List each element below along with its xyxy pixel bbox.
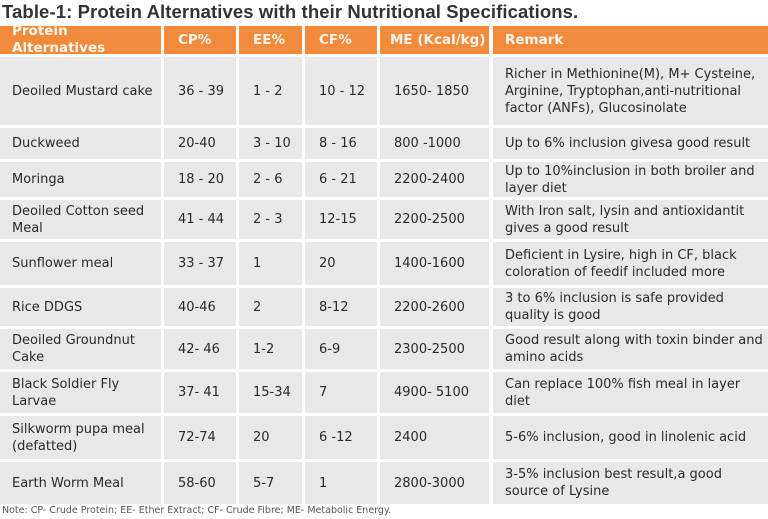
cell-remark: Deficient in Lysire, high in CF, black c… [493,242,768,285]
cell-ee: 20 [239,416,302,459]
cell-me: 2400 [380,416,489,459]
cell-cf: 12-15 [305,200,377,239]
cell-me: 2300-2500 [380,329,489,369]
cell-cp: 58-60 [164,462,236,504]
cell-cf: 20 [305,242,377,285]
cell-ee: 2 - 6 [239,162,302,197]
cell-ee: 15-34 [239,372,302,413]
cell-cf: 6 - 21 [305,162,377,197]
table-row: Deoiled Groundnut Cake 42- 46 1-2 6-9 23… [0,329,768,369]
cell-name: Duckweed [0,128,161,159]
table-row: Black Soldier Fly Larvae 37- 41 15-34 7 … [0,372,768,413]
table-row: Silkworm pupa meal (defatted) 72-74 20 6… [0,416,768,459]
cell-cp: 37- 41 [164,372,236,413]
header-protein-alternatives: Protein Alternatives [0,23,161,56]
cell-ee: 1-2 [239,329,302,369]
cell-cp: 33 - 37 [164,242,236,285]
cell-cf: 8-12 [305,288,377,326]
cell-cf: 10 - 12 [305,57,377,125]
cell-remark: Can replace 100% fish meal in layer diet [493,372,768,413]
table-row: Deoiled Mustard cake 36 - 39 1 - 2 10 - … [0,57,768,125]
cell-cp: 20-40 [164,128,236,159]
cell-remark: Richer in Methionine(M), M+ Cysteine, Ar… [493,57,768,125]
cell-cf: 6-9 [305,329,377,369]
table-title: Table-1: Protein Alternatives with their… [2,1,579,22]
cell-cp: 72-74 [164,416,236,459]
table-row: Sunflower meal 33 - 37 1 20 1400-1600 De… [0,242,768,285]
cell-me: 800 -1000 [380,128,489,159]
cell-name: Rice DDGS [0,288,161,326]
cell-me: 1400-1600 [380,242,489,285]
cell-ee: 2 [239,288,302,326]
table-row: Moringa 18 - 20 2 - 6 6 - 21 2200-2400 U… [0,162,768,197]
cell-me: 2200-2500 [380,200,489,239]
cell-ee: 1 [239,242,302,285]
header-remark: Remark [493,26,768,54]
cell-cp: 40-46 [164,288,236,326]
cell-cp: 18 - 20 [164,162,236,197]
cell-name: Moringa [0,162,161,197]
cell-cp: 36 - 39 [164,57,236,125]
header-cf: CF% [305,26,377,54]
header-ee: EE% [239,26,302,54]
cell-me: 2800-3000 [380,462,489,504]
cell-name: Sunflower meal [0,242,161,285]
cell-me: 4900- 5100 [380,372,489,413]
table-row: Duckweed 20-40 3 - 10 8 - 16 800 -1000 U… [0,128,768,159]
cell-cf: 7 [305,372,377,413]
table-row: Earth Worm Meal 58-60 5-7 1 2800-3000 3-… [0,462,768,504]
cell-me: 1650- 1850 [380,57,489,125]
cell-remark: Good result along with toxin binder and … [493,329,768,369]
cell-remark: 3-5% inclusion best result,a good source… [493,462,768,504]
cell-remark: 5-6% inclusion, good in linolenic acid [493,416,768,459]
cell-remark: 3 to 6% inclusion is safe provided quali… [493,288,768,326]
cell-name: Silkworm pupa meal (defatted) [0,416,161,459]
cell-cp: 42- 46 [164,329,236,369]
table-row: Rice DDGS 40-46 2 8-12 2200-2600 3 to 6%… [0,288,768,326]
cell-remark: With Iron salt, lysin and antioxidantit … [493,200,768,239]
table-header-row: Protein Alternatives CP% EE% CF% ME (Kca… [0,23,768,56]
cell-name: Black Soldier Fly Larvae [0,372,161,413]
cell-me: 2200-2600 [380,288,489,326]
cell-cf: 8 - 16 [305,128,377,159]
table-row: Deoiled Cotton seed Meal 41 - 44 2 - 3 1… [0,200,768,239]
header-cp: CP% [164,26,236,54]
table-footnote: Note: CP- Crude Protein; EE- Ether Extra… [2,505,392,516]
cell-remark: Up to 6% inclusion givesa good result [493,128,768,159]
cell-cp: 41 - 44 [164,200,236,239]
cell-cf: 1 [305,462,377,504]
cell-name: Deoiled Groundnut Cake [0,329,161,369]
cell-me: 2200-2400 [380,162,489,197]
cell-ee: 3 - 10 [239,128,302,159]
cell-name: Deoiled Cotton seed Meal [0,200,161,239]
cell-ee: 1 - 2 [239,57,302,125]
cell-name: Earth Worm Meal [0,462,161,504]
cell-ee: 2 - 3 [239,200,302,239]
header-me: ME (Kcal/kg) [380,26,489,54]
cell-ee: 5-7 [239,462,302,504]
cell-cf: 6 -12 [305,416,377,459]
cell-remark: Up to 10%inclusion in both broiler and l… [493,162,768,197]
cell-name: Deoiled Mustard cake [0,57,161,125]
